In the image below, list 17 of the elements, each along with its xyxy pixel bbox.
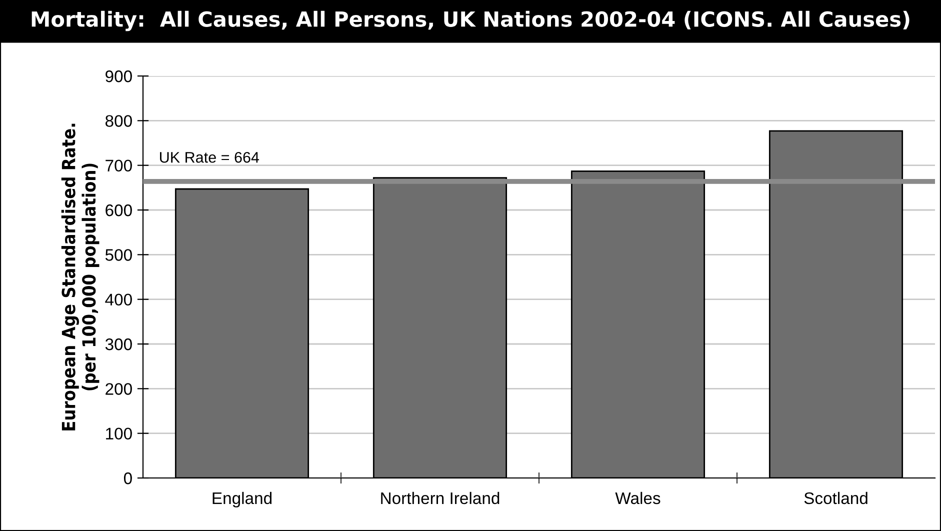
y-tick-label: 600 xyxy=(106,204,132,216)
x-tick-label: Northern Ireland xyxy=(381,492,500,504)
ref-line-label: UK Rate = 664 xyxy=(160,152,260,163)
y-tick-label: 700 xyxy=(106,160,132,172)
y-tick-label: 300 xyxy=(105,338,132,350)
y-tick-label: 200 xyxy=(106,383,132,395)
y-axis-title: European Age Standardised Rate. (per 100,000 population) xyxy=(61,124,100,430)
y-tick-label: 800 xyxy=(106,115,132,127)
x-tick-label: England xyxy=(212,492,272,508)
y-tick-label: 100 xyxy=(106,428,132,440)
y-tick-label: 900 xyxy=(106,70,132,82)
y-tick-label: 0 xyxy=(124,472,132,484)
x-tick-label: Wales xyxy=(615,492,660,504)
y-tick-label: 500 xyxy=(105,249,132,261)
x-tick-label: Scotland xyxy=(804,492,868,504)
y-tick-label: 400 xyxy=(105,294,132,306)
chart-title: Mortality: All Causes, All Persons, UK Nations 2002-04 (ICONS. All Causes) xyxy=(32,10,910,32)
